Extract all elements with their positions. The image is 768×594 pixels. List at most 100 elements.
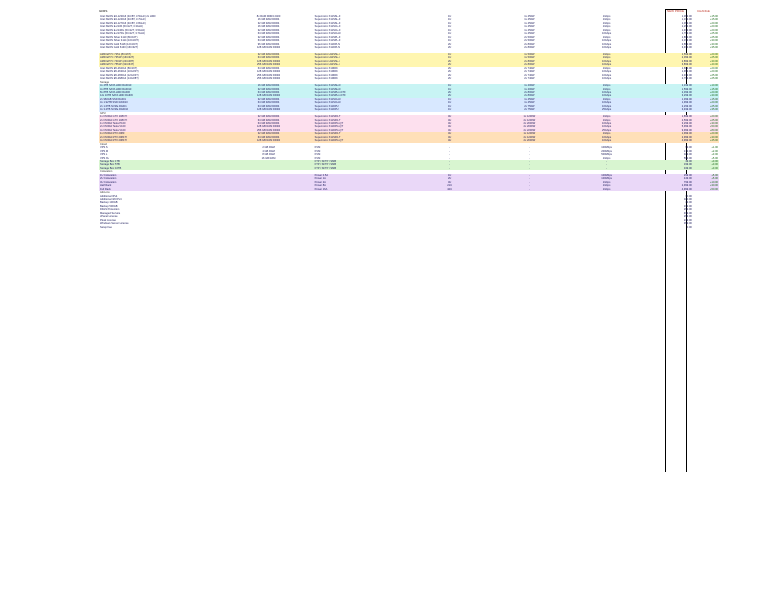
table-cell: +0.00 [692,160,719,164]
table-cell: 2x 740W [524,66,535,70]
table-cell: FTP / SFTP / SMB [313,160,427,164]
table-cell: 16 GB RAM [261,156,276,160]
table-cell: 1Gbps [602,28,611,32]
table-cell: 1x NVIDIA Tesla P100 [99,122,224,126]
table-cell: 499.00 [683,211,692,215]
table-row: AMD EPYC 7251 (8C/16T) 32 GB RAM DDR4 Supe… [99,52,719,57]
table-cell: +5.00 [711,156,718,160]
table-cell [627,56,665,60]
table-cell: 4x 3.2TB NVMe RAID10 [99,108,224,112]
table-cell: 1U [426,104,474,109]
table-cell: +20.00 [709,21,718,25]
table-cell [627,115,665,119]
table-cell: Intel XEON Gold 6130 (16C/32T) [100,46,139,50]
table-cell: Storage Box 5TB [99,163,224,167]
table-cell: 1Gbps [585,180,628,185]
table-cell: Supermicro X11SSL-F [314,18,341,22]
table-cell: Supermicro X11SCH-F [313,97,427,102]
table-cell: 1Gbps [585,184,628,188]
table-cell: 2,099.00 [664,56,693,60]
table-row: Intel XEON E-2176G (6C/12T, 3.7GHz) 64 GB… [99,32,719,35]
table-cell: 2,599.00 [664,118,693,123]
table-cell: 4U [426,180,474,185]
table-cell: 32 GB RAM DDR4 [257,35,280,39]
table-cell: 1Gbps [585,115,628,119]
table-cell [223,187,314,192]
table-cell: +35.00 [709,46,718,50]
table-cell: 64 GB RAM DDR4 [223,90,314,95]
table-cell: 10Gbps [585,125,628,129]
table-row: Intel XEON Gold 6130 (16C/32T) 128 GB RAM… [99,46,719,49]
table-cell: 2U [426,94,474,98]
table-cell: 1,299.00 [681,25,692,29]
table-cell: 500Mbps [601,153,612,157]
sheet-title: GFRS [99,9,108,13]
table-cell: 96 GB RAM DDR4 [257,42,280,46]
table-cell: Cloud [100,142,107,146]
table-cell: 10Gbps [585,101,628,105]
table-cell: 2x 750W [473,108,586,112]
table-cell: - [585,160,628,164]
table-cell: 1,399.00 [664,97,693,102]
table-cell: 10Gbps [602,42,612,46]
table-cell: +25.00 [709,32,718,36]
table-cell [473,226,585,229]
table-cell [627,180,665,185]
table-cell: 2x NVIDIA RTX 2080 Ti [99,135,224,140]
table-cell: 1Gbps [585,56,628,60]
table-cell: Power 1A [313,177,427,181]
table-row: Intel XEON E5-2620v4 (8C/16T) 64 GB RAM D… [99,67,719,70]
table-cell: 256 GB RAM DDR4 [223,128,314,133]
table-row: AMD EPYC 7351P (16C/32T) 64 GB RAM DDR4 Su… [99,56,719,60]
table-cell: 1x 450W [524,18,535,22]
table-cell: 16 GB RAM DDR4 [257,18,280,22]
table-cell: 1U Colocation [99,173,224,178]
table-cell: Intel XEON E-2146G (6C/12T, 3.5GHz) [100,28,145,32]
table-cell [627,104,665,109]
table-cell [314,226,426,229]
table-row: 4U Colocation Power 2A 4U -1Gbps 799.00 +10.0… [99,180,719,185]
table-cell: - [585,163,628,167]
table-cell: 128 GB RAM DDR4 [223,94,314,98]
table-cell: +30.00 [692,94,719,98]
table-cell: 4 GB RAM [262,149,275,153]
table-cell: 8 GB RAM [262,153,275,157]
table-cell: 5,999.00 [664,125,693,129]
table-cell: Intel XEON E3-1270v6 (4C/8T, 3.8GHz) [100,21,146,25]
table-cell: Supermicro X11DPG-QT [313,128,427,133]
table-cell [627,160,665,164]
table-cell [627,94,665,98]
table-cell [627,187,665,192]
table-cell [223,177,314,181]
table-cell: - [449,149,451,153]
table-cell: +3.00 [711,153,718,157]
table-cell: 64 GB RAM DDR4 [257,39,280,43]
table-cell: 32 GB RAM DDR4 [223,52,314,57]
table-cell: 1x 450W [524,28,535,32]
table-cell: 1Gbps [585,97,628,102]
table-cell: 2x 750W [473,104,586,109]
table-cell: 42U [426,187,474,192]
table-row: Storage Box 1TB FTP / SFTP / SMB - - -49.00 +… [99,160,719,164]
table-cell: 10Gbps [602,70,612,74]
table-cell: Supermicro X10DRi [314,66,338,70]
table-cell: +80.00 [692,128,719,133]
table-row: 1U Colocation Power 0.5A 1U -100Mbps 299.00 +… [99,173,719,178]
table-cell: 1,899.00 [664,115,693,119]
table-cell: 1U [426,56,474,60]
table-cell: +2.00 [711,149,718,153]
table-cell: KVM [314,156,321,160]
table-cell: Supermicro X11SPA-T [313,132,427,136]
table-cell: 2x 800W [473,59,586,64]
table-cell: 1U [447,32,452,36]
table-row: Backup 100GB 49.00 [99,201,719,204]
table-cell: Backup 100GB [100,201,118,205]
table-cell: Power 2A [313,180,427,185]
table-cell: +0.00 [692,166,719,171]
table-cell: 64 GB RAM DDR4 [257,32,280,36]
table-cell [627,118,665,123]
table-cell: 2x NVIDIA GTX 1080 Ti [99,118,224,123]
table-cell: 2U [447,70,452,74]
table-row: 2x 960GB SSD RAID1 32 GB RAM DDR4 Supermic… [99,97,719,102]
table-cell: Supermicro H11SSL-i [313,56,427,60]
